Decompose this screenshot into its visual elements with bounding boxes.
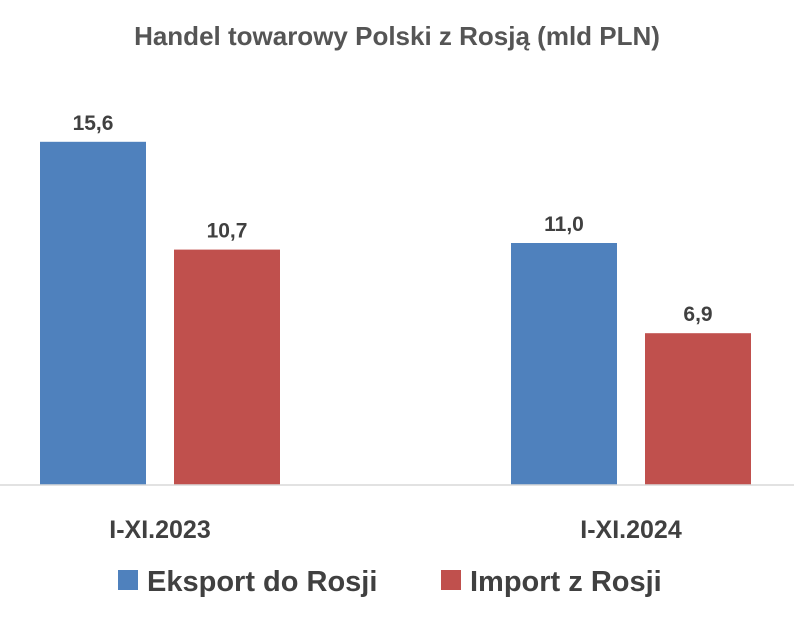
bar-import-1 [174, 249, 280, 485]
x-tick-label-1: I-XI.2023 [109, 516, 210, 544]
data-label-import-2: 6,9 [683, 303, 712, 326]
chart-title: Handel towarowy Polski z Rosją (mld PLN) [134, 21, 660, 51]
bar-import-2 [645, 333, 751, 485]
legend-label-export: Eksport do Rosji [147, 566, 377, 598]
legend-label-import: Import z Rosji [470, 566, 662, 598]
x-tick-label-2: I-XI.2024 [580, 516, 682, 544]
bar-export-2 [511, 243, 617, 485]
data-label-export-1: 15,6 [73, 112, 114, 135]
data-label-import-1: 10,7 [207, 220, 248, 243]
legend: Eksport do Rosji Import z Rosji [118, 566, 662, 598]
data-label-export-2: 11,0 [544, 213, 584, 236]
bar-export-1 [40, 141, 146, 486]
bars-group: 15,6 10,7 11,0 6,9 [40, 112, 751, 486]
legend-swatch-export [118, 570, 138, 590]
legend-swatch-import [441, 570, 461, 590]
x-tick-labels: I-XI.2023 I-XI.2024 [109, 516, 682, 544]
